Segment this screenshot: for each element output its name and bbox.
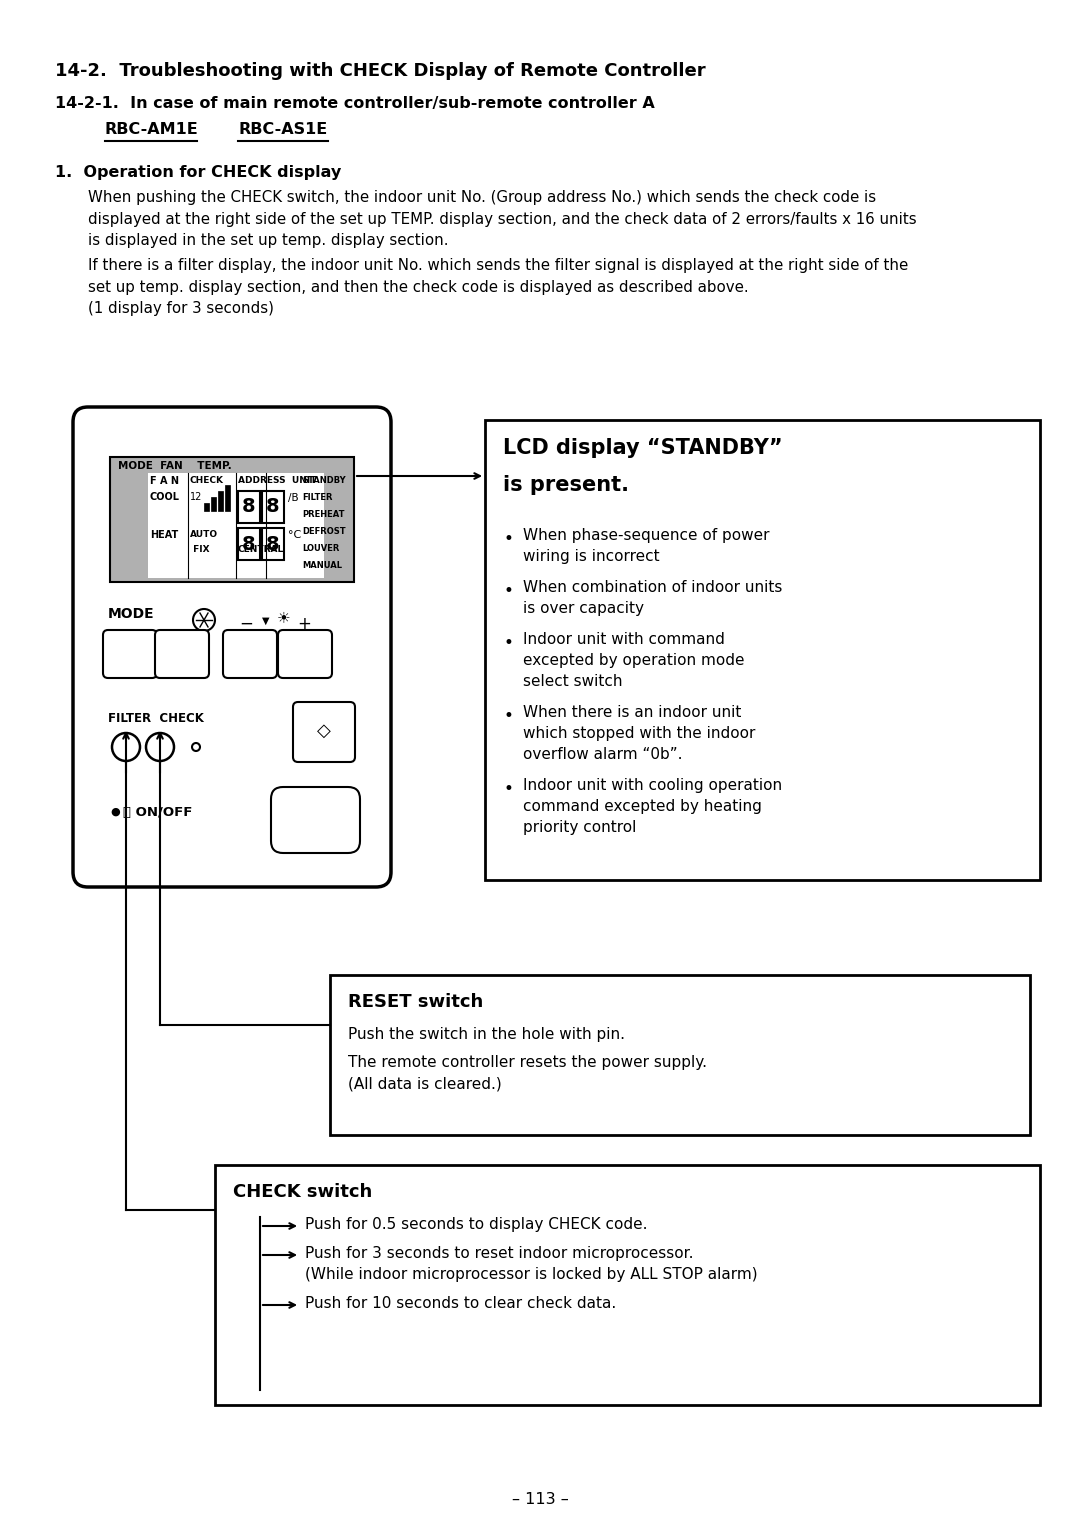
Bar: [225, 485, 230, 511]
Text: When phase-sequence of power
wiring is incorrect: When phase-sequence of power wiring is i…: [523, 528, 769, 564]
Text: •: •: [503, 583, 513, 599]
Text: +: +: [297, 615, 311, 633]
Text: •: •: [503, 779, 513, 798]
Text: 8: 8: [242, 497, 256, 517]
Bar: [211, 497, 216, 511]
Text: FIX: FIX: [190, 544, 210, 554]
Text: Push for 3 seconds to reset indoor microprocessor.
(While indoor microprocessor : Push for 3 seconds to reset indoor micro…: [305, 1246, 758, 1283]
Text: ⏻ ON/OFF: ⏻ ON/OFF: [123, 807, 192, 819]
Text: – 113 –: – 113 –: [512, 1491, 568, 1507]
Text: CHECK switch: CHECK switch: [233, 1183, 373, 1202]
Text: ◇: ◇: [318, 721, 330, 740]
Text: The remote controller resets the power supply.
(All data is cleared.): The remote controller resets the power s…: [348, 1055, 707, 1092]
Text: Push the switch in the hole with pin.: Push the switch in the hole with pin.: [348, 1026, 625, 1042]
Text: RBC-AM1E: RBC-AM1E: [105, 122, 199, 137]
Text: HEAT: HEAT: [150, 531, 178, 540]
Bar: [218, 491, 222, 511]
Bar: [485, 419, 1040, 880]
Text: When combination of indoor units
is over capacity: When combination of indoor units is over…: [523, 580, 782, 616]
Text: •: •: [503, 634, 513, 653]
Text: RBC-AS1E: RBC-AS1E: [238, 122, 327, 137]
Text: Push for 0.5 seconds to display CHECK code.: Push for 0.5 seconds to display CHECK co…: [305, 1217, 648, 1232]
Text: Indoor unit with cooling operation
command excepted by heating
priority control: Indoor unit with cooling operation comma…: [523, 778, 782, 836]
Text: F A N: F A N: [150, 476, 179, 486]
Bar: [215, 1165, 1040, 1405]
Text: MODE: MODE: [108, 607, 154, 621]
Text: PREHEAT: PREHEAT: [302, 509, 345, 518]
Text: COOL: COOL: [150, 493, 180, 502]
Text: MANUAL: MANUAL: [302, 561, 342, 570]
Bar: [330, 974, 1030, 1135]
FancyBboxPatch shape: [293, 702, 355, 762]
Text: ☀: ☀: [278, 610, 291, 625]
Bar: [204, 503, 210, 511]
Text: FILTER: FILTER: [302, 493, 333, 502]
Text: 14-2-1.  In case of main remote controller/sub-remote controller A: 14-2-1. In case of main remote controlle…: [55, 96, 654, 111]
Bar: [110, 458, 354, 583]
Text: CENTRAL: CENTRAL: [238, 544, 284, 554]
Text: Push for 10 seconds to clear check data.: Push for 10 seconds to clear check data.: [305, 1296, 617, 1312]
Text: 12: 12: [190, 493, 202, 502]
Text: STANDBY: STANDBY: [302, 476, 346, 485]
FancyBboxPatch shape: [73, 407, 391, 888]
Bar: [262, 528, 284, 560]
Text: 8: 8: [242, 534, 256, 554]
Text: When there is an indoor unit
which stopped with the indoor
overflow alarm “0b”.: When there is an indoor unit which stopp…: [523, 705, 755, 762]
Text: ADDRESS  UNIT: ADDRESS UNIT: [238, 476, 316, 485]
Text: LCD display “STANDBY”: LCD display “STANDBY”: [503, 438, 783, 458]
FancyBboxPatch shape: [222, 630, 276, 679]
Text: FILTER  CHECK: FILTER CHECK: [108, 712, 204, 724]
Text: Indoor unit with command
excepted by operation mode
select switch: Indoor unit with command excepted by ope…: [523, 631, 744, 689]
Text: 14-2.  Troubleshooting with CHECK Display of Remote Controller: 14-2. Troubleshooting with CHECK Display…: [55, 63, 705, 79]
Text: LOUVER: LOUVER: [302, 544, 339, 554]
Text: 8: 8: [266, 534, 280, 554]
Text: °C: °C: [288, 531, 301, 540]
FancyBboxPatch shape: [278, 630, 332, 679]
Text: ●: ●: [110, 807, 120, 817]
Text: −: −: [239, 615, 253, 633]
Bar: [262, 491, 284, 523]
FancyBboxPatch shape: [156, 630, 210, 679]
Text: DEFROST: DEFROST: [302, 528, 346, 535]
Bar: [148, 473, 324, 578]
Text: AUTO: AUTO: [190, 531, 218, 538]
Bar: [238, 491, 260, 523]
Text: CHECK: CHECK: [190, 476, 224, 485]
FancyBboxPatch shape: [271, 787, 360, 852]
Text: •: •: [503, 708, 513, 724]
Bar: [238, 528, 260, 560]
Text: /B: /B: [288, 493, 299, 503]
Text: RESET switch: RESET switch: [348, 993, 483, 1011]
Text: •: •: [503, 531, 513, 547]
Text: MODE  FAN    TEMP.: MODE FAN TEMP.: [118, 461, 232, 471]
Text: is present.: is present.: [503, 474, 629, 496]
Text: 1.  Operation for CHECK display: 1. Operation for CHECK display: [55, 165, 341, 180]
Text: If there is a filter display, the indoor unit No. which sends the filter signal : If there is a filter display, the indoor…: [87, 258, 908, 316]
FancyBboxPatch shape: [103, 630, 157, 679]
Text: When pushing the CHECK switch, the indoor unit No. (Group address No.) which sen: When pushing the CHECK switch, the indoo…: [87, 191, 917, 249]
Text: ▼: ▼: [262, 616, 270, 625]
Text: 8: 8: [266, 497, 280, 517]
